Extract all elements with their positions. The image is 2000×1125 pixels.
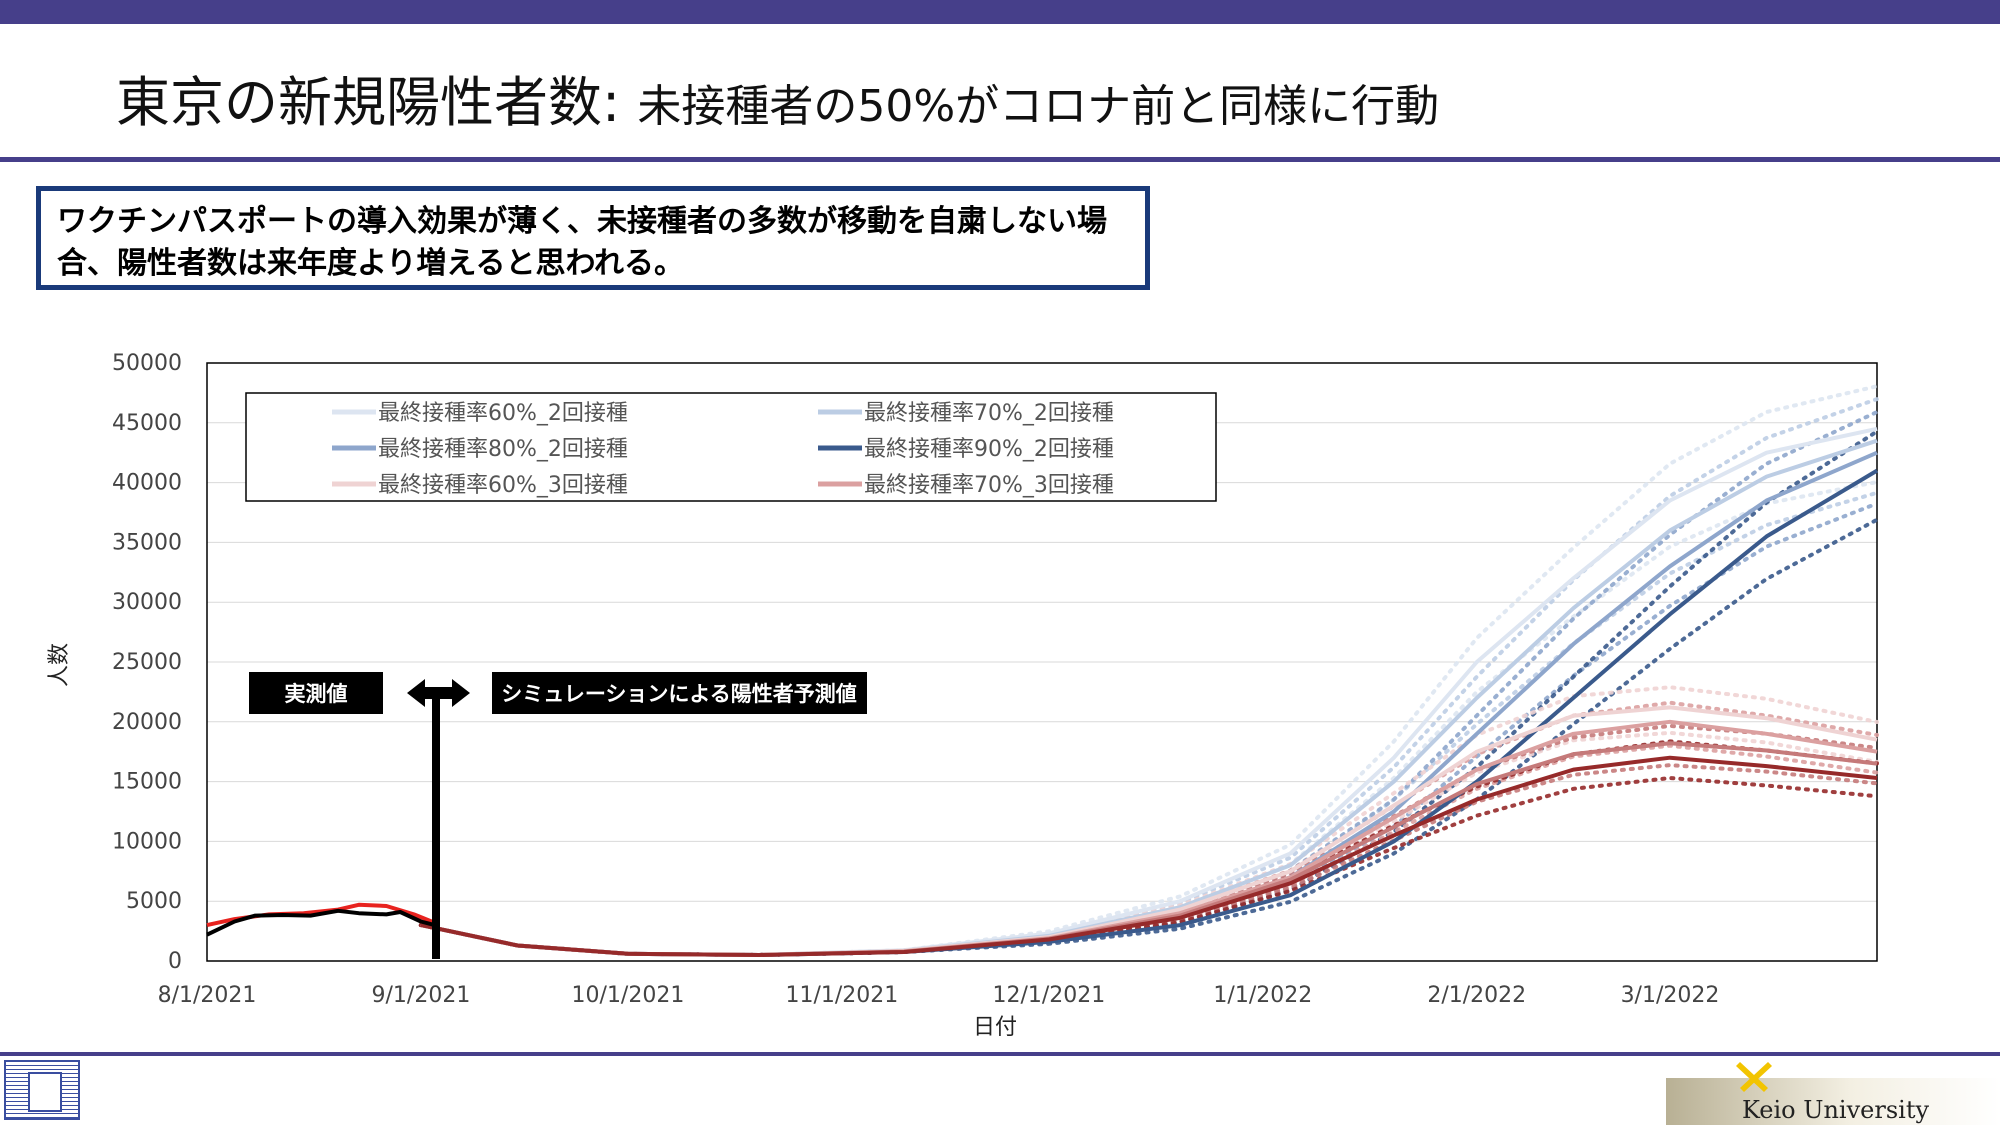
divider-arrow (407, 679, 470, 959)
series-band-6-1 (418, 763, 1879, 958)
series-line-7 (420, 755, 1878, 957)
x-tick-label: 1/1/2022 (1213, 983, 1312, 1008)
series-band-4-0 (418, 685, 1879, 958)
legend-box (245, 392, 1217, 502)
title-main: 東京の新規陽性者数: (116, 71, 638, 134)
series-band-2-1 (418, 501, 1879, 958)
title-divider (0, 157, 2000, 162)
legend: 最終接種率60%_2回接種 最終接種率70%_2回接種最終接種率80%_2回接種最… (332, 401, 1114, 498)
x-tick-label: 9/1/2021 (372, 983, 471, 1008)
y-tick-label: 10000 (112, 829, 182, 854)
top-accent-bar (0, 0, 2000, 24)
legend-label: 最終接種率70%_3回接種 (864, 473, 1114, 498)
callout-box: ワクチンパスポートの導入効果が薄く、未接種者の多数が移動を自粛しない場 合、陽性… (36, 186, 1150, 290)
y-tick-label: 35000 (112, 530, 182, 555)
series-band-3-1 (418, 517, 1879, 958)
x-tick-label: 12/1/2021 (992, 983, 1105, 1008)
y-tick-label: 20000 (112, 710, 182, 735)
actual-line-1 (206, 908, 436, 937)
institution-logo-mark (28, 1072, 62, 1112)
y-tick-label: 40000 (112, 471, 182, 496)
footer-divider (0, 1052, 2000, 1056)
institution-logo (4, 1060, 80, 1120)
callout-line-1: ワクチンパスポートの導入効果が薄く、未接種者の多数が移動を自粛しない場 (57, 204, 1107, 239)
series-band-0-1 (418, 480, 1879, 958)
measured-label: 実測値 (285, 682, 348, 706)
x-tick-label: 11/1/2021 (785, 983, 898, 1008)
y-tick-label: 45000 (112, 411, 182, 436)
keio-university-text: Keio University (1742, 1096, 1930, 1124)
y-tick-label: 5000 (126, 889, 182, 914)
simulation-label: シミュレーションによる陽性者予測値 (501, 682, 857, 706)
legend-label: 最終接種率80%_2回接種 (378, 437, 628, 462)
y-tick-label: 15000 (112, 770, 182, 795)
y-axis-title: 人数 (47, 643, 72, 687)
y-tick-label: 50000 (112, 351, 182, 376)
y-tick-labels: 0 5000 10000 15000 20000 25000 30000 35000 40000… (112, 351, 182, 974)
callout-line-2: 合、陽性者数は来年度より増えると思われる。 (57, 246, 684, 281)
actual-lines (206, 902, 436, 937)
series-band-2-0 (418, 410, 1879, 958)
y-tick-label: 30000 (112, 590, 182, 615)
keio-logo: Keio University (1666, 1062, 2000, 1125)
x-tick-label: 3/1/2022 (1621, 983, 1720, 1008)
series-band-5-0 (418, 700, 1879, 958)
plot-area (206, 362, 1878, 962)
simulation-label-box (492, 672, 867, 714)
series-band-0-0 (418, 384, 1879, 958)
measured-label-box (249, 672, 383, 714)
legend-label: 最終接種率60%_2回接種 (378, 401, 628, 426)
series-band-1-0 (418, 397, 1879, 958)
x-tick-label: 2/1/2022 (1427, 983, 1526, 1008)
chart: 0 5000 10000 15000 20000 25000 30000 35000 40000… (47, 351, 1879, 1040)
title-sub: 未接種者の50%がコロナ前と同様に行動 (637, 81, 1440, 132)
y-tick-label: 25000 (112, 650, 182, 675)
x-tick-labels: 8/1/2021 9/1/2021 10/1/2021 11/1/2021 12/1/2… (158, 983, 1720, 1008)
y-tick-label: 0 (168, 949, 182, 974)
x-axis-title: 日付 (973, 1015, 1017, 1040)
x-tick-label: 10/1/2021 (572, 983, 685, 1008)
legend-label: 最終接種率70%_2回接種 (864, 401, 1114, 426)
x-tick-label: 8/1/2021 (158, 983, 257, 1008)
series-band-6-0 (418, 723, 1879, 958)
slide-title: 東京の新規陽性者数: 未接種者の50%がコロナ前と同様に行動 (116, 58, 1439, 137)
legend-label: 最終接種率90%_2回接種 (864, 437, 1114, 462)
series-band-7-1 (418, 775, 1879, 958)
legend-label: 最終接種率60%_3回接種 (378, 473, 628, 498)
series-lines (420, 426, 1879, 957)
keio-pen-icon (1736, 1062, 1772, 1092)
